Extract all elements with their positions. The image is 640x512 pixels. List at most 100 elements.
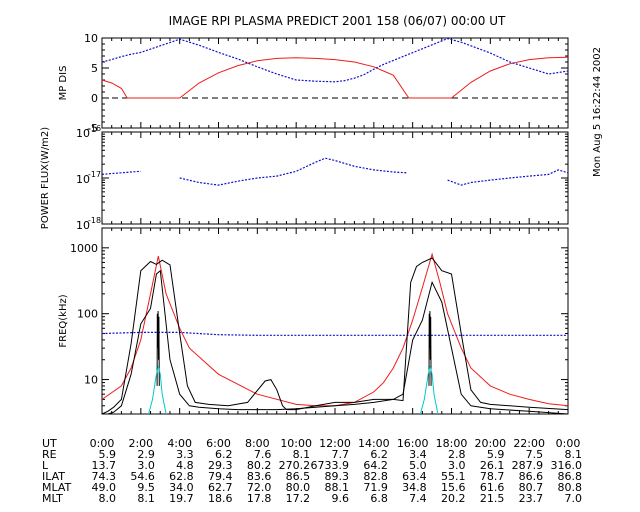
ut-tick-label: 8:00 [245, 437, 270, 450]
series-cyan-line [148, 365, 167, 415]
ephemeris-cell: 20.2 [441, 492, 466, 505]
ephemeris-table: UTRELILATMLATMLT0:005.913.774.349.08.02:… [42, 437, 582, 505]
ephemeris-cell: 5.0 [409, 459, 427, 472]
ut-tick-label: 12:00 [319, 437, 351, 450]
ut-tick-label: 10:00 [280, 437, 312, 450]
timestamp: Mon Aug 5 16:22:44 2002 [592, 47, 603, 177]
ephemeris-cell: 6.2 [215, 448, 233, 461]
ephemeris-cell: 3.3 [176, 448, 194, 461]
series-red-line [101, 252, 569, 407]
series-red-line [101, 56, 569, 99]
ephemeris-cell: 18.6 [208, 492, 233, 505]
ephemeris-cell: 62.8 [169, 470, 194, 483]
ephemeris-cell: 8.1 [293, 448, 311, 461]
panel-frame [101, 131, 569, 225]
ephemeris-cell: 7.5 [526, 448, 544, 461]
ephemeris-cell: 316.0 [551, 459, 583, 472]
ephemeris-cell: 15.6 [441, 481, 466, 494]
ephemeris-cell: 2.9 [137, 448, 155, 461]
ephemeris-row-label: ILAT [42, 470, 65, 483]
ephemeris-cell: 80.2 [247, 459, 272, 472]
ephemeris-cell: 17.2 [286, 492, 311, 505]
ephemeris-cell: 3.4 [409, 448, 427, 461]
ut-tick-label: 6:00 [206, 437, 231, 450]
ephemeris-cell: 7.0 [565, 492, 583, 505]
ut-tick-label: 0:00 [90, 437, 115, 450]
y-tick-label: 10 [84, 374, 98, 387]
ephemeris-cell: 80.7 [519, 481, 544, 494]
ephemeris-cell: 89.3 [325, 470, 350, 483]
ephemeris-cell: 7.4 [409, 492, 427, 505]
ephemeris-cell: 3.0 [448, 459, 466, 472]
series-blue-line [101, 170, 141, 175]
ephemeris-cell: 61.6 [480, 481, 505, 494]
ephemeris-cell: 6733.9 [311, 459, 350, 472]
ut-tick-label: 0:00 [556, 437, 581, 450]
y-tick-label: 10 [76, 127, 90, 140]
ephemeris-cell: 78.7 [480, 470, 505, 483]
ephemeris-cell: 8.1 [137, 492, 155, 505]
ephemeris-cell: 6.8 [370, 492, 388, 505]
ephemeris-cell: 19.7 [169, 492, 194, 505]
ephemeris-cell: 9.5 [137, 481, 155, 494]
y-tick-label: 10 [76, 219, 90, 232]
ephemeris-cell: 9.6 [332, 492, 350, 505]
ephemeris-cell: 287.9 [512, 459, 544, 472]
ephemeris-cell: 79.4 [208, 470, 233, 483]
y-tick-label: 1000 [70, 242, 98, 255]
series-black-line [101, 257, 569, 415]
ephemeris-cell: 17.8 [247, 492, 272, 505]
ephemeris-cell: 34.8 [402, 481, 427, 494]
series-blue-line [101, 331, 568, 336]
ut-tick-label: 2:00 [128, 437, 153, 450]
ut-tick-label: 22:00 [513, 437, 545, 450]
y-tick-label: 10 [84, 32, 98, 45]
panel-frame [101, 227, 569, 415]
y-tick-exponent: -16 [88, 124, 101, 133]
ephemeris-cell: 80.8 [558, 481, 583, 494]
ephemeris-cell: 80.0 [286, 481, 311, 494]
ephemeris-cell: 86.5 [286, 470, 311, 483]
ephemeris-cell: 29.3 [208, 459, 233, 472]
ephemeris-cell: 54.6 [130, 470, 155, 483]
ephemeris-cell: 63.4 [402, 470, 427, 483]
ut-tick-label: 18:00 [436, 437, 468, 450]
y-tick-label: 5 [91, 62, 98, 75]
y-tick-label: 0 [91, 92, 98, 105]
series-blue-line [179, 157, 407, 186]
series-black-line [156, 310, 160, 386]
ephemeris-cell: 8.0 [99, 492, 117, 505]
y-tick-exponent: -17 [88, 170, 101, 179]
series-blue-line [447, 169, 569, 186]
ephemeris-cell: 26.1 [480, 459, 505, 472]
ephemeris-cell: 13.7 [92, 459, 117, 472]
panel-1: 10 5 0 -5 MP DIS [58, 32, 569, 135]
ephemeris-cell: 71.9 [363, 481, 388, 494]
ephemeris-cell: 21.5 [480, 492, 505, 505]
panel-frame [101, 37, 569, 129]
y-tick-label: 100 [77, 308, 98, 321]
y-tick-exponent: -18 [88, 216, 101, 225]
ephemeris-cell: 55.1 [441, 470, 466, 483]
ephemeris-cell: 88.1 [325, 481, 350, 494]
ephemeris-cell: 74.3 [92, 470, 117, 483]
ephemeris-cell: 4.8 [176, 459, 194, 472]
y-tick-label: 10 [76, 173, 90, 186]
ephemeris-cell: 7.6 [254, 448, 272, 461]
ephemeris-cell: 8.1 [565, 448, 583, 461]
ephemeris-row-label: UT [42, 437, 57, 450]
y-tick-label: -5 [87, 122, 98, 135]
y-axis-label: MP DIS [58, 66, 69, 101]
ephemeris-cell: 270.2 [279, 459, 311, 472]
ephemeris-cell: 3.0 [137, 459, 155, 472]
ephemeris-row-label: RE [42, 448, 57, 461]
ephemeris-cell: 83.6 [247, 470, 272, 483]
chart-title: IMAGE RPI PLASMA PREDICT 2001 158 (06/07… [169, 14, 506, 28]
series-black-line [102, 269, 569, 415]
y-axis-label: FREQ(kHz) [58, 294, 69, 347]
ephemeris-cell: 62.7 [208, 481, 233, 494]
ephemeris-row-label: MLAT [42, 481, 72, 494]
series-blue-line [101, 37, 569, 83]
